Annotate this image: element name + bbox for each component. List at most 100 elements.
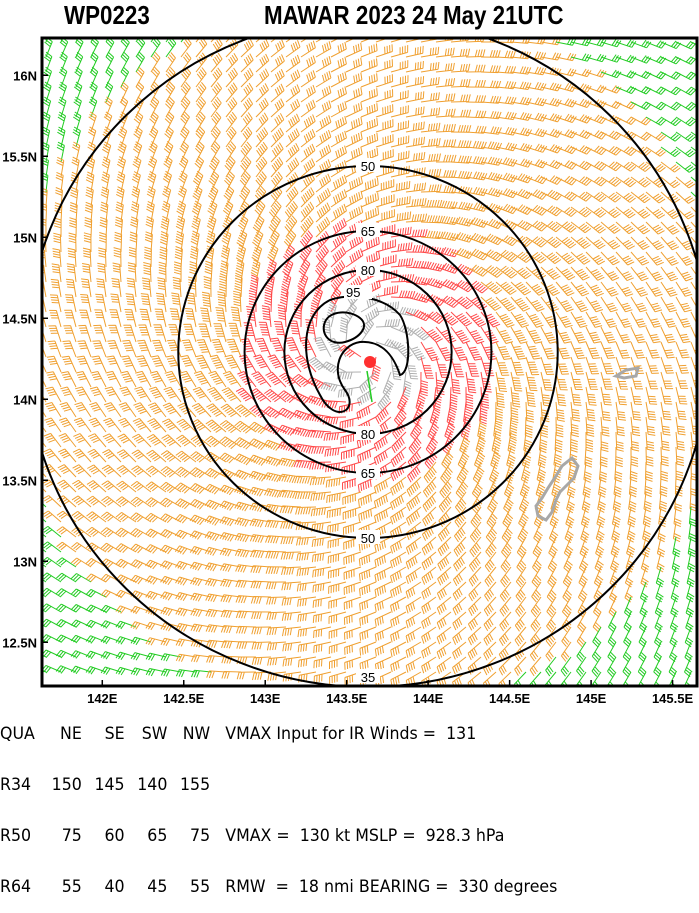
wind-barb — [687, 536, 696, 558]
wind-barb — [630, 176, 651, 188]
wind-barb — [219, 547, 242, 557]
wind-barb — [585, 206, 607, 218]
wind-barb — [624, 581, 633, 603]
wind-barb — [165, 355, 182, 373]
wind-barb — [577, 581, 588, 603]
wind-barb — [102, 126, 112, 148]
wind-barb — [145, 512, 167, 523]
wind-barb — [263, 439, 287, 451]
wind-barb — [499, 611, 512, 632]
wind-barb — [330, 130, 347, 148]
wind-barb — [149, 81, 160, 103]
wind-barb — [465, 386, 474, 410]
wind-barb — [585, 266, 605, 281]
wind-barb — [565, 506, 575, 529]
wind-barb — [446, 401, 457, 426]
wind-barb — [300, 40, 316, 58]
wind-barb — [115, 186, 125, 208]
wind-barb — [471, 476, 483, 499]
wind-barb — [420, 371, 429, 397]
wind-barb — [330, 56, 347, 73]
wind-barb — [86, 495, 107, 508]
wind-barb — [205, 608, 227, 618]
wind-barb — [300, 187, 315, 208]
wind-barb — [300, 114, 316, 133]
wind-barb — [374, 596, 392, 612]
wind-barb — [483, 626, 497, 646]
wind-barb — [92, 340, 107, 358]
wind-barb — [145, 621, 167, 631]
wind-barb — [101, 464, 122, 478]
lon-tick-label: 142.5E — [163, 691, 205, 706]
wind-barb — [174, 560, 197, 571]
wind-barb — [630, 251, 650, 266]
wind-barb — [237, 215, 249, 238]
wind-barb — [510, 235, 533, 247]
wind-barb — [100, 527, 122, 538]
wind-barb — [85, 619, 107, 629]
wind-barb — [49, 309, 62, 328]
wind-barb — [532, 551, 542, 573]
wind-barb — [228, 322, 242, 343]
wind-barb — [55, 171, 64, 193]
wind-barb — [270, 39, 285, 58]
wind-barb — [61, 355, 77, 373]
wind-barb — [435, 215, 459, 225]
wind-barb — [452, 581, 467, 601]
wind-barb — [371, 356, 381, 382]
wind-barb — [525, 356, 540, 376]
wind-barb — [100, 201, 109, 223]
wind-barb — [645, 236, 665, 251]
wind-barb — [344, 302, 357, 328]
wind-barb — [147, 170, 157, 193]
wind-barb — [560, 656, 572, 677]
wind-barb — [570, 341, 586, 360]
wind-barb — [42, 156, 49, 178]
wind-barb — [480, 281, 503, 295]
wind-barb — [615, 146, 637, 157]
wind-barb — [315, 38, 325, 43]
wind-barb — [57, 464, 77, 478]
wind-barb — [299, 230, 313, 253]
wind-barb — [435, 47, 455, 58]
wind-barb — [149, 111, 159, 133]
wind-barb — [390, 356, 402, 381]
wind-barb — [483, 656, 497, 676]
wind-barb — [300, 55, 316, 73]
cell: 150 — [51, 775, 82, 795]
wind-barb — [203, 276, 212, 298]
wind-barb — [480, 156, 503, 166]
wind-barb — [70, 573, 92, 583]
wind-barb — [359, 626, 377, 641]
wind-barb — [42, 556, 62, 568]
wind-barb — [251, 244, 263, 268]
wind-barb — [421, 566, 437, 585]
wind-barb — [564, 521, 574, 544]
wind-barb — [480, 218, 503, 230]
wind-barb — [74, 402, 92, 418]
wind-barb — [611, 506, 621, 528]
wind-barb — [525, 51, 547, 60]
wind-barb — [440, 461, 453, 484]
cell: 75 — [61, 826, 82, 846]
wind-barb — [660, 131, 681, 142]
wind-barb — [315, 41, 332, 58]
wind-barb — [126, 277, 137, 298]
wind-barb — [660, 371, 674, 390]
wind-barb — [330, 160, 347, 178]
wind-barb — [405, 566, 422, 585]
wind-barb — [312, 611, 332, 623]
wind-barb — [211, 338, 227, 358]
wind-barb — [285, 84, 301, 103]
wind-barb — [250, 580, 272, 589]
wind-barb — [660, 386, 673, 405]
wind-barb — [493, 416, 503, 440]
wind-barb — [547, 566, 557, 588]
wind-barb — [390, 60, 409, 73]
wind-barb — [436, 611, 452, 630]
wind-barb — [101, 480, 122, 493]
wind-barb — [310, 506, 332, 517]
wind-barb — [330, 41, 347, 58]
wind-barb — [236, 656, 256, 665]
wind-barb — [248, 470, 272, 482]
